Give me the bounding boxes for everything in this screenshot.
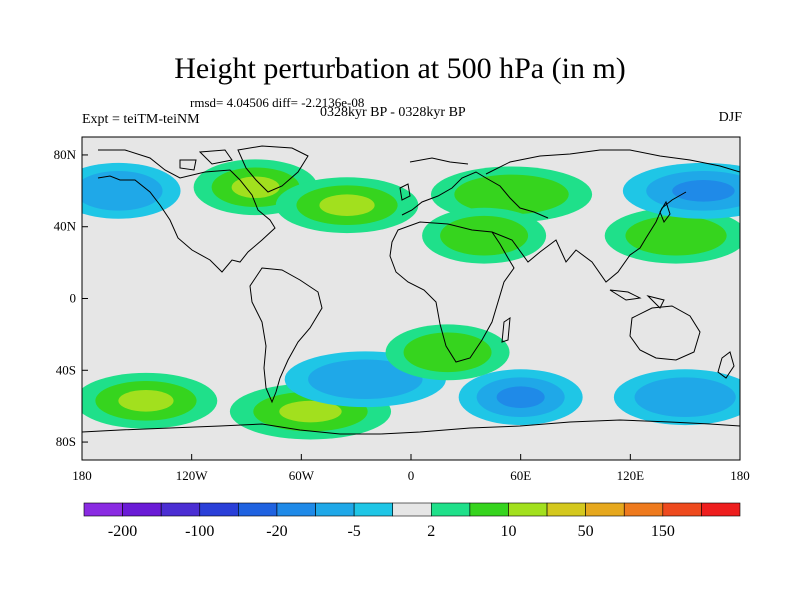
colorbar-label: -20 [266,523,287,540]
y-tick-label: 40N [54,219,77,234]
x-tick-label: 0 [408,468,415,483]
contour-region [279,400,342,423]
contour-region [231,176,280,199]
colorbar: -200 -100 -20 -5 2 10 50 150 [83,502,741,540]
colorbar-segment [701,502,741,517]
y-tick-label: 80S [56,434,76,449]
coastlines [82,145,740,435]
contour-region [454,174,569,215]
colorbar-segment [662,502,702,517]
colorbar-label: -200 [108,523,137,540]
contour-region [496,386,545,408]
colorbar-segment [392,502,432,517]
contour-region [118,389,174,412]
season-label: DJF [718,110,742,125]
stats-line: rmsd= 4.04506 diff= -2.2136e-08 [190,95,365,110]
contour-region [625,215,727,256]
colorbar-segment [623,502,664,517]
colorbar-label: -100 [185,523,214,540]
chart-title: Height perturbation at 500 hPa (in m) [174,52,626,85]
colorbar-label: 50 [578,523,594,540]
colorbar-segment [160,502,201,517]
contour-region [403,332,492,373]
colorbar-label: 150 [651,523,675,540]
contour-region [319,194,375,216]
period-label: 0328kyr BP - 0328kyr BP [320,105,466,120]
colorbar-label: 2 [427,523,435,540]
colorbar-label: 10 [500,523,516,540]
colorbar-segment [83,502,123,517]
contour-region [82,171,163,211]
x-tick-label: 60E [510,468,531,483]
x-tick-label: 120W [176,468,209,483]
x-tick-label: 60W [289,468,315,483]
x-tick-label: 120E [617,468,645,483]
y-tick-label: 80N [54,147,77,162]
colorbar-segment [353,502,394,517]
colorbar-segment [508,502,548,517]
y-tick-label: 0 [70,291,77,306]
colorbar-segment [199,502,239,517]
contour-region [634,377,736,417]
x-axis: 180 120W 60W 0 60E 120E 180 [72,454,750,483]
colorbar-segment [315,502,355,517]
colorbar-segment [276,502,316,517]
colorbar-segment [122,502,162,517]
y-tick-label: 40S [56,362,76,377]
contour-fill-layer [82,159,740,440]
x-tick-label: 180 [72,468,92,483]
contour-region [308,359,423,400]
colorbar-segment [430,502,471,517]
x-tick-label: 180 [730,468,750,483]
colorbar-segment [469,502,509,517]
contour-region [440,215,529,256]
colorbar-segment [546,502,586,517]
contour-region [672,180,735,202]
colorbar-segment [238,502,278,517]
colorbar-label: -5 [347,523,360,540]
y-axis: 80N 40N 0 40S 80S [54,147,88,449]
colorbar-segment [585,502,625,517]
experiment-label: Expt = teiTM-teiNM [82,112,200,127]
